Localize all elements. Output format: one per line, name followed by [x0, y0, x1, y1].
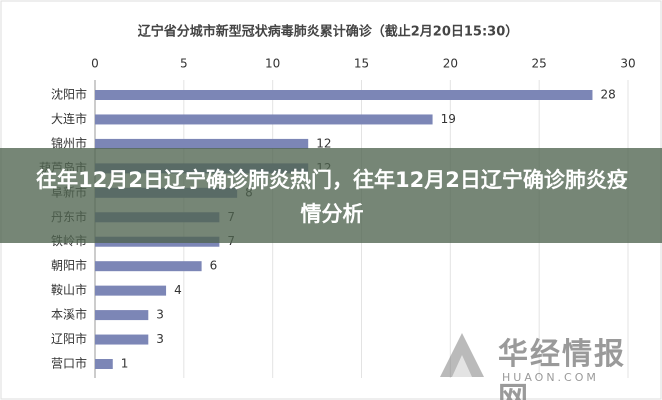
- banner: [0, 148, 662, 243]
- y-tick-label: 本溪市: [51, 307, 87, 322]
- y-tick-label: 沈阳市: [51, 87, 87, 102]
- x-tick-label: 15: [354, 57, 369, 71]
- bar: [95, 261, 202, 272]
- bar: [95, 359, 113, 369]
- value-label: 28: [600, 88, 615, 102]
- bar: [95, 285, 167, 296]
- y-tick-label: 朝阳市: [51, 258, 87, 273]
- chart-title: 辽宁省分城市新型冠状病毒肺炎累计确诊（截止2月20日15:30）: [138, 24, 519, 40]
- x-tick-label: 0: [91, 57, 99, 71]
- y-tick-label: 鞍山市: [51, 282, 87, 297]
- bar: [95, 114, 433, 125]
- x-tick-label: 20: [443, 57, 458, 71]
- bar: [95, 334, 149, 345]
- x-tick-label: 10: [265, 57, 280, 71]
- value-label: 1: [121, 357, 129, 371]
- watermark-url: HUAON.COM: [502, 371, 599, 384]
- y-tick-label: 辽阳市: [51, 331, 87, 346]
- value-label: 19: [441, 112, 456, 126]
- y-tick-label: 营口市: [51, 356, 87, 371]
- y-tick-label: 大连市: [51, 111, 87, 126]
- bar: [95, 138, 309, 149]
- watermark: 华经情报网 HUAON.COM: [432, 325, 650, 400]
- y-tick-label: 锦州市: [51, 135, 87, 150]
- headline: 往年12月2日辽宁确诊肺炎热门，往年12月2日辽宁确诊肺炎疫情分析: [36, 168, 628, 226]
- value-label: 4: [174, 283, 182, 297]
- value-label: 12: [316, 136, 331, 150]
- value-label: 3: [156, 332, 164, 346]
- value-label: 6: [210, 259, 218, 273]
- x-tick-label: 5: [180, 57, 188, 71]
- x-tick-label: 30: [620, 57, 635, 71]
- bar: [95, 310, 149, 321]
- x-tick-label: 25: [532, 57, 547, 71]
- watermark-logo: [440, 333, 484, 377]
- value-label: 3: [156, 308, 164, 322]
- bar: [95, 90, 593, 100]
- watermark-name: 华经情报网: [498, 337, 626, 400]
